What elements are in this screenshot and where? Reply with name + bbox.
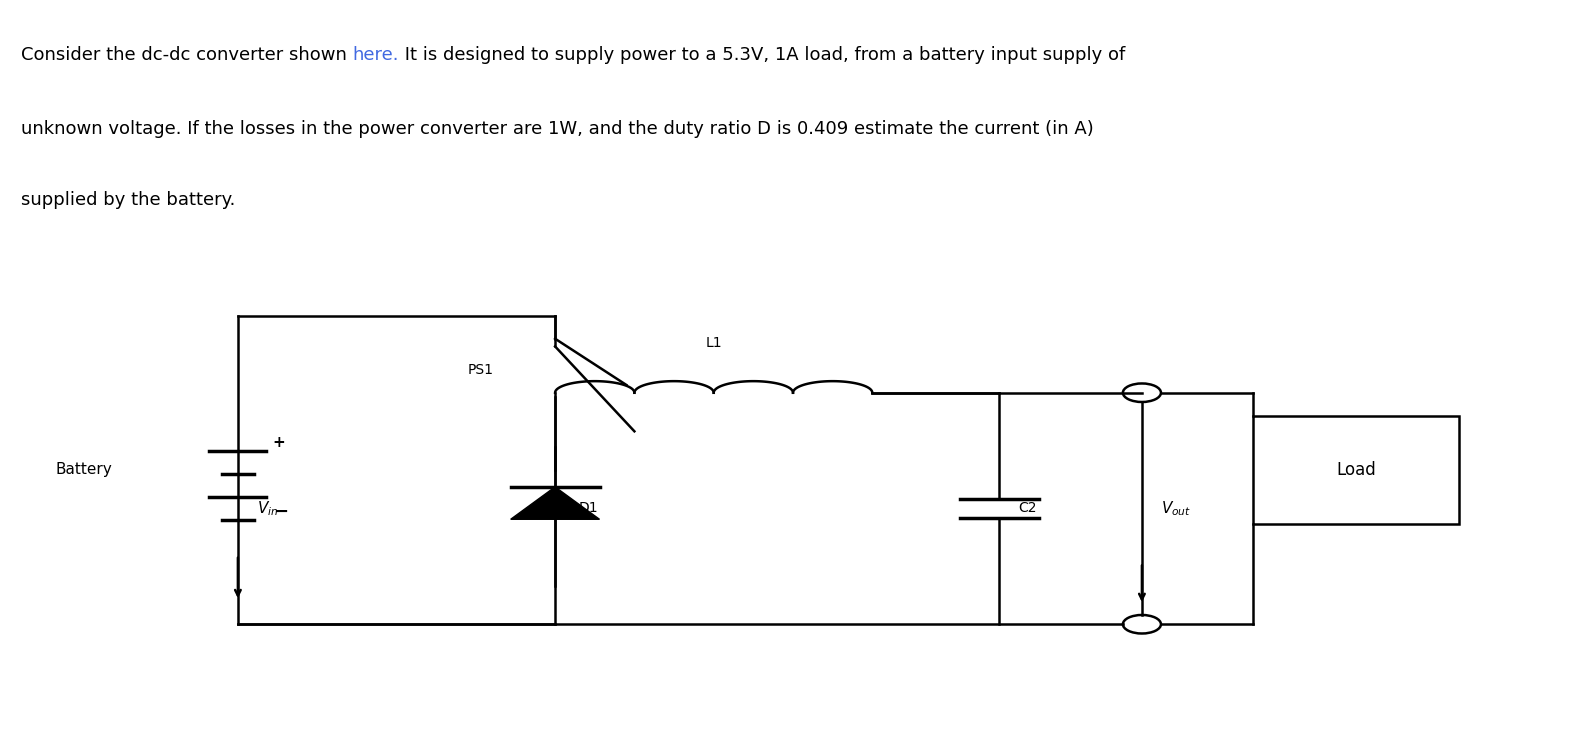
- Text: unknown voltage. If the losses in the power converter are 1W, and the duty ratio: unknown voltage. If the losses in the po…: [21, 120, 1093, 138]
- Text: It is designed to supply power to a 5.3V, 1A load, from a battery input supply o: It is designed to supply power to a 5.3V…: [398, 46, 1124, 64]
- Text: D1: D1: [579, 502, 598, 516]
- Text: $V_{out}$: $V_{out}$: [1161, 500, 1191, 518]
- Text: L1: L1: [706, 336, 722, 350]
- Polygon shape: [511, 487, 600, 519]
- Text: here.: here.: [352, 46, 398, 64]
- Text: C2: C2: [1018, 502, 1037, 516]
- Text: +: +: [273, 435, 285, 451]
- Text: Battery: Battery: [56, 462, 113, 477]
- Text: supplied by the battery.: supplied by the battery.: [21, 191, 235, 209]
- Text: $V_{in}$: $V_{in}$: [257, 500, 279, 518]
- Text: −: −: [273, 503, 289, 522]
- Text: PS1: PS1: [468, 363, 493, 377]
- Text: Consider the dc-dc converter shown: Consider the dc-dc converter shown: [21, 46, 352, 64]
- Bar: [1253, 416, 1459, 524]
- Text: Load: Load: [1335, 461, 1377, 479]
